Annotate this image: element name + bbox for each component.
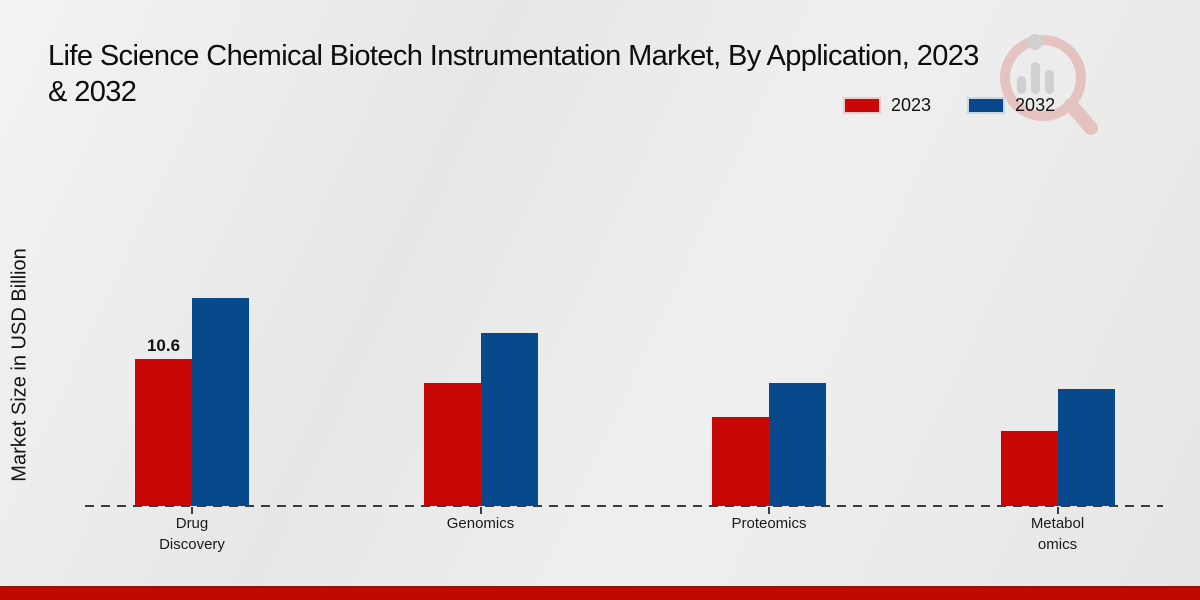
bar-2032-genomics [480, 333, 538, 506]
legend-label: 2032 [1015, 95, 1056, 115]
footer-red-bar [0, 586, 1200, 600]
data-label-2023-drug-discovery: 10.6 [146, 336, 181, 355]
x-axis-tick-metabolomics [1056, 507, 1059, 514]
watermark-logo [993, 24, 1103, 141]
bar-2023-drug-discovery [135, 359, 192, 506]
chart-title-line2: & 2032 [48, 76, 137, 108]
bar-2023-metabolomics [1000, 431, 1058, 506]
x-axis-label-genomics: Genomics [446, 515, 515, 532]
x-axis-tick-genomics [479, 507, 482, 514]
x-axis-baseline [85, 505, 1163, 507]
legend-item-2032: 2032 [967, 95, 1055, 116]
x-axis-label-metabolomics: Metabol omics [1030, 515, 1085, 553]
bar-2032-metabolomics [1057, 389, 1115, 506]
chart-title: Life Science Chemical Biotech Instrument… [48, 38, 1178, 110]
legend-label: 2023 [891, 95, 932, 115]
bar-2032-drug-discovery [192, 298, 249, 506]
bar-2023-genomics [423, 383, 481, 506]
legend: 2023 2032 [843, 95, 1055, 116]
x-axis-tick-drug-discovery [191, 507, 193, 514]
magnifier-bar-chart-icon [1000, 34, 1098, 135]
chart-title-line1: Life Science Chemical Biotech Instrument… [48, 40, 979, 72]
x-axis-tick-proteomics [768, 507, 770, 514]
legend-item-2023: 2023 [843, 95, 931, 116]
x-axis-label-drug-discovery: Drug Discovery [159, 515, 225, 553]
legend-swatch-2023 [843, 97, 881, 114]
bar-2032-proteomics [769, 383, 826, 506]
bar-2023-proteomics [712, 417, 769, 506]
x-axis-label-proteomics: Proteomics [731, 515, 807, 532]
legend-swatch-2032 [967, 97, 1006, 114]
